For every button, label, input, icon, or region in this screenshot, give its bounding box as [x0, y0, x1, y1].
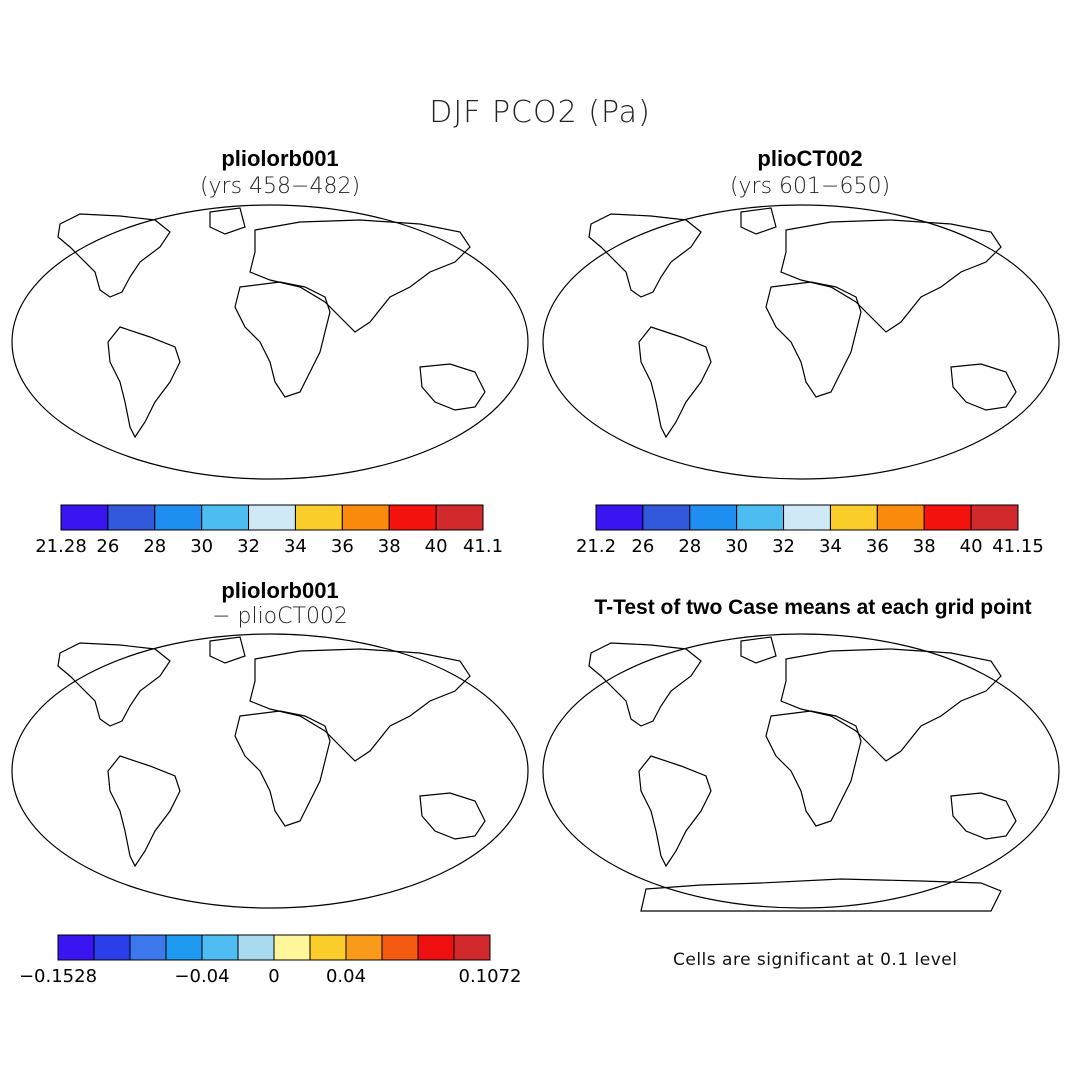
- colorbar-swatch: [273, 934, 311, 961]
- colorbar-tick-label: 41.1: [462, 536, 504, 557]
- panel2-title: plioCT002: [757, 146, 863, 171]
- colorbar-swatch: [388, 504, 437, 531]
- map-panel2: [542, 204, 1060, 480]
- colorbar-swatch: [970, 504, 1019, 531]
- colorbar-swatch: [689, 504, 738, 531]
- colorbar-tick-label: 34: [283, 536, 307, 557]
- colorbar-swatch: [60, 504, 109, 531]
- panel2-subtitle: (yrs 601−650): [729, 174, 891, 199]
- panel3-title: pliolorb001: [221, 578, 339, 603]
- colorbar-tick-label: 0.1072: [458, 966, 522, 987]
- colorbar-tick-label: 34: [818, 536, 842, 557]
- panel1-title: pliolorb001: [221, 146, 339, 171]
- colorbar-tick-label: 21.28: [35, 536, 87, 557]
- colorbar-swatch: [736, 504, 785, 531]
- colorbar-swatch: [201, 934, 239, 961]
- figure-title: DJF PCO2 (Pa): [429, 95, 651, 130]
- colorbar-tick-label: −0.04: [174, 966, 230, 987]
- colorbar-swatch: [237, 934, 275, 961]
- colorbar-swatch: [165, 934, 203, 961]
- colorbar-swatch: [876, 504, 925, 531]
- colorbar-tick-label: 36: [330, 536, 354, 557]
- colorbar-tick-label: 21.2: [575, 536, 617, 557]
- map-panel1: [11, 204, 529, 480]
- colorbar-swatch: [381, 934, 419, 961]
- colorbar-tick-label: 30: [190, 536, 214, 557]
- map-panel3: [11, 633, 529, 909]
- colorbar-tick-label: 32: [772, 536, 795, 557]
- significance-note: Cells are significant at 0.1 level: [673, 950, 958, 970]
- colorbar-swatch: [345, 934, 383, 961]
- colorbar-tick-label: 36: [865, 536, 889, 557]
- colorbar-swatch: [453, 934, 491, 961]
- colorbar-tick-label: 38: [377, 536, 401, 557]
- colorbar-swatch: [248, 504, 296, 531]
- colorbar-tick-label: 38: [912, 536, 936, 557]
- colorbar-tick-label: 30: [725, 536, 749, 557]
- map-panel4: [542, 633, 1060, 912]
- colorbar-swatch: [93, 934, 131, 961]
- colorbar-tick-label: 28: [678, 536, 702, 557]
- colorbar-swatch: [435, 504, 484, 531]
- colorbar-swatch: [923, 504, 972, 531]
- colorbar-tick-label: 26: [631, 536, 655, 557]
- colorbar-panel3: [57, 934, 491, 961]
- colorbar-swatch: [783, 504, 831, 531]
- colorbar-swatch: [829, 504, 878, 531]
- colorbar-swatch: [107, 504, 156, 531]
- colorbar-swatch: [57, 934, 95, 961]
- colorbar-tick-label: 32: [237, 536, 260, 557]
- colorbar-tick-label: 41.15: [992, 536, 1044, 557]
- colorbar-swatch: [417, 934, 455, 961]
- panel3-subtitle: − plioCT002: [212, 604, 348, 629]
- colorbar-swatch: [129, 934, 167, 961]
- colorbar-swatch: [201, 504, 250, 531]
- panel4-title: T-Test of two Case means at each grid po…: [594, 596, 1032, 619]
- colorbar-swatch: [642, 504, 691, 531]
- colorbar-panel2: [595, 504, 1019, 531]
- colorbar-tick-label: 26: [96, 536, 120, 557]
- colorbar-tick-label: 0.04: [325, 966, 367, 987]
- colorbar-tick-label: 28: [143, 536, 167, 557]
- colorbar-panel1: [60, 504, 484, 531]
- colorbar-swatch: [154, 504, 203, 531]
- colorbar-tick-label: 40: [424, 536, 448, 557]
- colorbar-tick-label: −0.1528: [18, 966, 98, 987]
- colorbar-swatch: [595, 504, 644, 531]
- colorbar-swatch: [341, 504, 390, 531]
- colorbar-tick-label: 40: [959, 536, 983, 557]
- panel1-subtitle: (yrs 458−482): [199, 174, 361, 199]
- colorbar-swatch: [309, 934, 347, 961]
- colorbar-swatch: [294, 504, 343, 531]
- colorbar-tick-label: 0: [268, 966, 280, 987]
